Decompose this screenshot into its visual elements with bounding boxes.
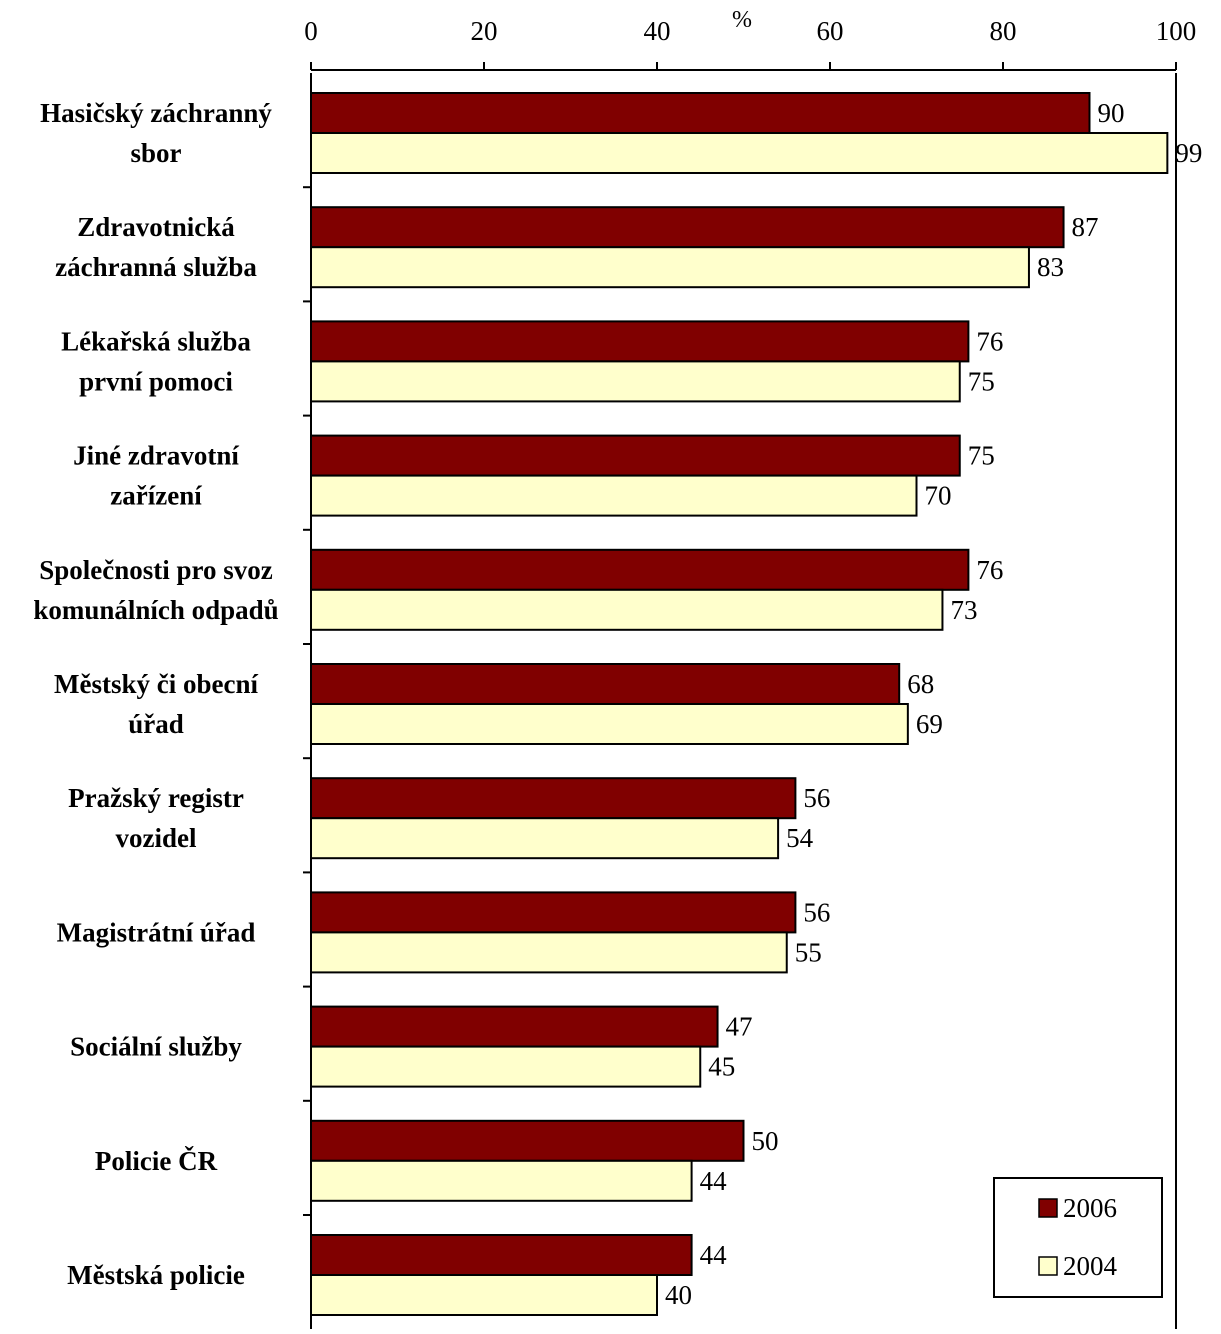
data-label-2006: 56 bbox=[803, 897, 830, 927]
bar-2004 bbox=[310, 1045, 702, 1088]
bar-2006 bbox=[310, 206, 1065, 249]
bar-2006 bbox=[310, 434, 961, 477]
bar-2006 bbox=[310, 320, 970, 363]
x-tick-label: 40 bbox=[644, 16, 671, 46]
data-label-2006: 50 bbox=[752, 1126, 779, 1156]
category-label: Sociální služby bbox=[70, 1032, 242, 1062]
x-tick-label: 100 bbox=[1156, 16, 1197, 46]
data-label-2004: 69 bbox=[916, 709, 943, 739]
bar-2004 bbox=[310, 132, 1169, 174]
category-label: Magistrátní úřad bbox=[57, 917, 256, 947]
category-label: Lékařská služba bbox=[61, 326, 251, 356]
data-label-2004: 75 bbox=[968, 366, 995, 396]
category-label: Městský či obecní bbox=[54, 669, 258, 699]
bar-2004 bbox=[310, 360, 961, 403]
bar-2004 bbox=[310, 817, 780, 860]
data-label-2004: 40 bbox=[665, 1280, 692, 1310]
category-label: Zdravotnická bbox=[77, 212, 235, 242]
data-label-2004: 70 bbox=[925, 481, 952, 511]
data-label-2006: 76 bbox=[976, 555, 1003, 585]
bar-2004 bbox=[310, 1274, 658, 1316]
bar-2004 bbox=[310, 246, 1030, 289]
data-label-2004: 44 bbox=[700, 1166, 728, 1196]
data-label-2004: 99 bbox=[1175, 138, 1202, 168]
category-label: Hasičský záchranný bbox=[40, 98, 272, 128]
category-label: Jiné zdravotní bbox=[73, 441, 239, 471]
bar-2006 bbox=[310, 548, 970, 591]
bar-2006 bbox=[310, 1234, 693, 1276]
bar-2004 bbox=[310, 1159, 693, 1202]
data-label-2004: 54 bbox=[786, 823, 814, 853]
category-label: Policie ČR bbox=[95, 1146, 218, 1176]
category-label: úřad bbox=[128, 709, 184, 739]
category-label: Pražský registr bbox=[68, 783, 244, 813]
data-label-2004: 83 bbox=[1037, 252, 1064, 282]
data-label-2006: 87 bbox=[1072, 212, 1099, 242]
bar-2006 bbox=[310, 1119, 745, 1162]
data-label-2006: 47 bbox=[726, 1012, 753, 1042]
data-label-2006: 90 bbox=[1098, 98, 1125, 128]
data-label-2004: 73 bbox=[950, 595, 977, 625]
data-label-2006: 44 bbox=[700, 1240, 728, 1270]
category-label: zařízení bbox=[110, 481, 202, 511]
legend-label-2006: 2006 bbox=[1063, 1193, 1117, 1223]
bar-2004 bbox=[310, 703, 909, 745]
category-label: Společnosti pro svoz bbox=[39, 555, 273, 585]
x-axis-unit-label: % bbox=[732, 7, 752, 33]
x-tick-label: 20 bbox=[471, 16, 498, 46]
legend-swatch-2004 bbox=[1038, 1256, 1058, 1276]
category-label: komunálních odpadů bbox=[33, 595, 278, 625]
bar-2006 bbox=[310, 663, 901, 705]
bar-2004 bbox=[310, 588, 944, 631]
legend-box bbox=[993, 1177, 1163, 1298]
data-label-2004: 55 bbox=[795, 937, 822, 967]
bar-2004 bbox=[310, 474, 918, 517]
data-label-2006: 75 bbox=[968, 441, 995, 471]
category-label: vozidel bbox=[116, 823, 197, 853]
data-label-2006: 68 bbox=[907, 669, 934, 699]
legend-label-2004: 2004 bbox=[1063, 1251, 1118, 1281]
bar-2004 bbox=[310, 931, 788, 974]
bar-2006 bbox=[310, 92, 1091, 134]
legend-swatch-2006 bbox=[1038, 1198, 1058, 1218]
bar-2006 bbox=[310, 891, 797, 934]
data-label-2006: 56 bbox=[803, 783, 830, 813]
x-tick-label: 60 bbox=[817, 16, 844, 46]
data-label-2004: 45 bbox=[708, 1052, 735, 1082]
x-tick-label: 0 bbox=[304, 16, 318, 46]
bar-2006 bbox=[310, 777, 797, 820]
x-tick-label: 80 bbox=[990, 16, 1017, 46]
category-label: první pomoci bbox=[79, 366, 233, 396]
category-label: Městská policie bbox=[67, 1260, 245, 1290]
category-label: záchranná služba bbox=[55, 252, 257, 282]
bar-2006 bbox=[310, 1005, 719, 1048]
data-label-2006: 76 bbox=[976, 326, 1003, 356]
category-label: sbor bbox=[130, 138, 181, 168]
